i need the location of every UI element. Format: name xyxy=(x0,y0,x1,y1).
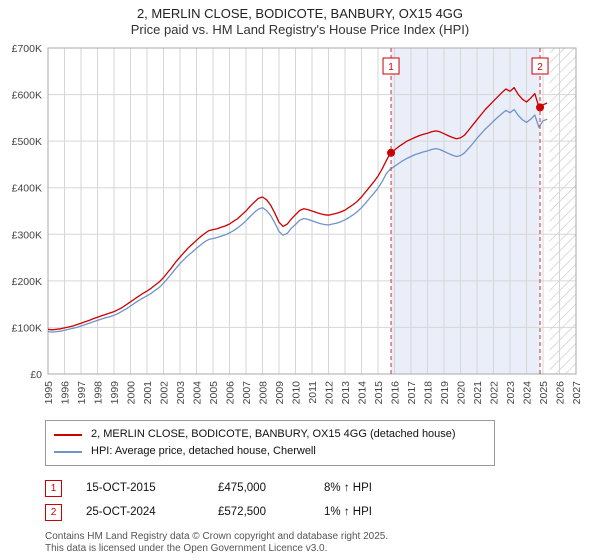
chart-header: 2, MERLIN CLOSE, BODICOTE, BANBURY, OX15… xyxy=(0,0,600,38)
x-axis-tick-label: 2000 xyxy=(126,381,138,405)
y-axis-tick-label: £400K xyxy=(12,183,42,195)
sale-point-dot xyxy=(387,148,396,157)
y-axis-tick-label: £600K xyxy=(12,90,42,102)
x-axis-tick-label: 2022 xyxy=(489,381,501,405)
x-axis-tick-label: 2013 xyxy=(340,381,352,405)
x-axis-tick-label: 2018 xyxy=(423,381,435,405)
x-axis-tick-label: 2015 xyxy=(373,381,385,405)
transaction-row-1: 1 15-OCT-2015 £475,000 8% ↑ HPI xyxy=(45,476,600,500)
y-axis-tick-label: £500K xyxy=(12,136,42,148)
series-line xyxy=(47,108,548,333)
sale-point-dot xyxy=(536,103,545,112)
attribution-line-2: This data is licensed under the Open Gov… xyxy=(45,543,328,554)
series-line xyxy=(47,86,548,331)
x-axis-tick-label: 2026 xyxy=(555,381,567,405)
x-axis-tick-label: 2008 xyxy=(258,381,270,405)
transaction-price: £572,500 xyxy=(218,506,266,518)
sale-marker-box xyxy=(531,57,549,75)
sale-marker-number: 2 xyxy=(537,62,543,73)
transaction-number-badge: 2 xyxy=(45,503,62,521)
legend-label-hpi: HPI: Average price, detached house, Cher… xyxy=(91,445,316,457)
legend-item-hpi: HPI: Average price, detached house, Cher… xyxy=(54,443,486,460)
y-axis-tick-label: £300K xyxy=(12,229,42,241)
x-axis-tick-label: 2017 xyxy=(406,381,418,405)
transaction-price: £475,000 xyxy=(218,482,266,494)
x-axis-tick-label: 2016 xyxy=(390,381,402,405)
attribution-footer: Contains HM Land Registry data © Crown c… xyxy=(45,531,600,555)
x-axis-tick-label: 2002 xyxy=(159,381,171,405)
x-axis-tick-label: 2007 xyxy=(241,381,253,405)
x-axis-tick-label: 2001 xyxy=(142,381,154,405)
x-axis-tick-label: 2014 xyxy=(357,381,369,405)
y-axis-tick-label: £200K xyxy=(12,276,42,288)
y-axis-tick-label: £0 xyxy=(30,369,42,381)
x-axis-tick-label: 2021 xyxy=(472,381,484,405)
price-history-chart: £0 £100K £200K £300K £400K £500K £600K £700K 199… xyxy=(12,43,583,405)
ownership-period-shading xyxy=(391,48,541,374)
hpi-line-swatch xyxy=(54,450,82,453)
y-axis-tick-label: £700K xyxy=(12,43,42,55)
y-axis-tick-label: £100K xyxy=(12,322,42,334)
x-axis-tick-label: 2019 xyxy=(439,381,451,405)
transactions-table: 1 15-OCT-2015 £475,000 8% ↑ HPI 2 25-OCT… xyxy=(45,476,600,524)
x-axis-tick-label: 2004 xyxy=(192,381,204,405)
x-axis-tick-label: 2023 xyxy=(505,381,517,405)
transaction-row-2: 2 25-OCT-2024 £572,500 1% ↑ HPI xyxy=(45,500,600,524)
x-axis-tick-label: 1996 xyxy=(60,381,72,405)
x-axis-tick-label: 2009 xyxy=(274,381,286,405)
legend-label-property: 2, MERLIN CLOSE, BODICOTE, BANBURY, OX15… xyxy=(91,428,456,440)
x-axis-tick-label: 2012 xyxy=(324,381,336,405)
x-axis-tick-label: 2027 xyxy=(571,381,583,405)
legend-item-property: 2, MERLIN CLOSE, BODICOTE, BANBURY, OX15… xyxy=(54,426,486,443)
x-axis-tick-label: 2006 xyxy=(225,381,237,405)
property-line-swatch xyxy=(54,433,82,436)
x-axis-tick-label: 2020 xyxy=(456,381,468,405)
x-axis-tick-label: 2024 xyxy=(522,381,534,405)
sale-marker-box xyxy=(382,57,400,75)
x-axis-tick-label: 2025 xyxy=(538,381,550,405)
transaction-hpi-delta: 1% ↑ HPI xyxy=(324,506,372,518)
x-axis-tick-label: 2005 xyxy=(208,381,220,405)
transaction-number-badge: 1 xyxy=(45,479,62,497)
x-axis-tick-label: 1998 xyxy=(93,381,105,405)
x-axis-tick-label: 2011 xyxy=(307,381,319,404)
transaction-date: 15-OCT-2015 xyxy=(86,482,156,494)
x-axis-tick-label: 2010 xyxy=(291,381,303,405)
chart-legend: 2, MERLIN CLOSE, BODICOTE, BANBURY, OX15… xyxy=(45,420,495,466)
x-axis-tick-label: 1997 xyxy=(76,381,88,405)
x-axis-tick-label: 1995 xyxy=(43,381,55,405)
attribution-line-1: Contains HM Land Registry data © Crown c… xyxy=(45,531,389,542)
x-axis-tick-label: 2003 xyxy=(175,381,187,405)
transaction-hpi-delta: 8% ↑ HPI xyxy=(324,482,372,494)
x-axis-tick-label: 1999 xyxy=(109,381,121,405)
page-title: 2, MERLIN CLOSE, BODICOTE, BANBURY, OX15… xyxy=(136,6,464,21)
sale-marker-number: 1 xyxy=(388,62,394,73)
future-hatched-region xyxy=(549,48,576,374)
transaction-date: 25-OCT-2024 xyxy=(86,506,156,518)
page-subtitle: Price paid vs. HM Land Registry's House … xyxy=(130,22,470,37)
